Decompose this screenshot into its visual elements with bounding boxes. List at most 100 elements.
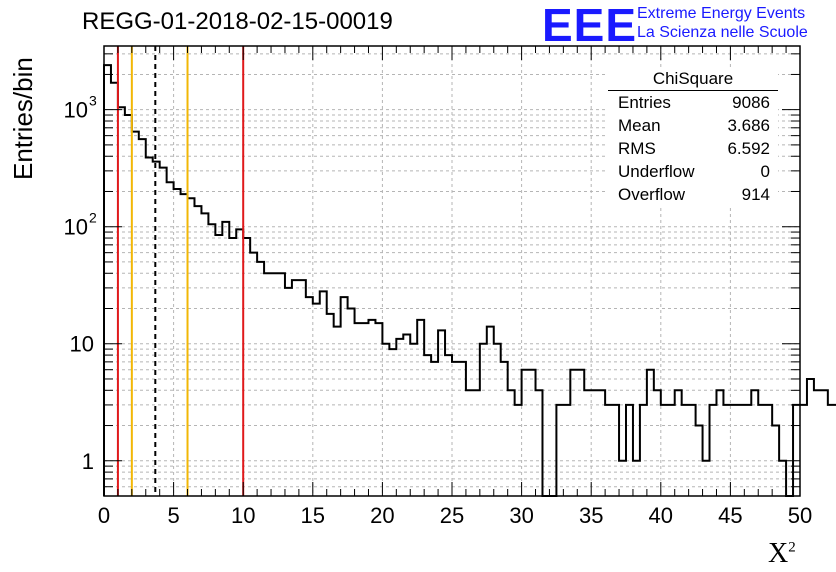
histogram-bin [577, 370, 584, 496]
stats-label: Underflow [618, 162, 695, 181]
stats-row-entries: Entries 9086 [608, 91, 778, 114]
histogram-bin [181, 194, 188, 496]
histogram-bin [800, 405, 807, 496]
histogram-bin [368, 320, 375, 496]
histogram-bin [570, 370, 577, 496]
histogram-bin [556, 405, 563, 496]
histogram-bin [167, 182, 174, 496]
stats-value: 3.686 [727, 116, 770, 135]
stats-title: ChiSquare [608, 68, 778, 91]
histogram-outline [103, 64, 836, 497]
x-tick-label: 40 [649, 503, 673, 528]
histogram-bin [647, 370, 654, 496]
histogram-bin [188, 198, 195, 496]
histogram-bin [529, 370, 536, 496]
vertical-marker-lines [116, 46, 245, 496]
x-tick-label: 25 [440, 503, 464, 528]
histogram-bin [682, 405, 689, 496]
histogram-bin [403, 334, 410, 496]
histogram-bin [348, 309, 355, 496]
histogram-bin [362, 323, 369, 496]
histogram-bin [598, 390, 605, 496]
histogram-bin [160, 168, 167, 496]
histogram-bin [758, 405, 765, 496]
histogram-bin [292, 280, 299, 496]
histogram-bin [814, 390, 821, 496]
stats-label: Entries [618, 93, 671, 112]
histogram-bin [271, 273, 278, 496]
stats-row-underflow: Underflow 0 [608, 160, 778, 183]
histogram-bin [689, 405, 696, 496]
histogram-bin [591, 390, 598, 496]
histogram-bin [125, 115, 132, 496]
histogram-bin [438, 330, 445, 496]
histogram-bin [723, 405, 730, 496]
histogram-bin [445, 355, 452, 496]
x-tick-label: 30 [509, 503, 533, 528]
histogram-bin [494, 344, 501, 496]
histogram-bars [103, 64, 836, 497]
histogram-bin [250, 253, 257, 496]
histogram-bin [264, 273, 271, 496]
histogram-bin [327, 314, 334, 496]
histogram-bin [431, 362, 438, 496]
x-axis-label-exponent: 2 [788, 539, 796, 556]
histogram-bin [661, 405, 668, 496]
stats-value: 914 [741, 185, 770, 204]
histogram-bin [626, 405, 633, 496]
histogram-bin [306, 297, 313, 496]
logo-tagline-1: Extreme Energy Events [637, 5, 806, 22]
x-tick-label: 15 [301, 503, 325, 528]
x-tick-label: 0 [98, 503, 110, 528]
histogram-bin [619, 461, 626, 496]
histogram-bin [584, 390, 591, 496]
y-tick-label: 10 [64, 98, 88, 123]
histogram-bin [389, 349, 396, 496]
histogram-bin [675, 390, 682, 496]
histogram-bin [696, 426, 703, 496]
x-tick-label: 45 [718, 503, 742, 528]
histogram-bin [828, 405, 835, 496]
histogram-bin [222, 222, 229, 496]
histogram-bin [236, 229, 243, 496]
histogram-bin [285, 288, 292, 496]
histogram-bin [508, 390, 515, 496]
y-tick-label: 10 [70, 332, 94, 357]
histogram-bin [424, 355, 431, 496]
histogram-bin [132, 132, 139, 496]
eee-logo: EEE [542, 0, 638, 51]
histogram-bin [466, 390, 473, 496]
histogram-bin [355, 323, 362, 496]
histogram-bin [215, 235, 222, 496]
histogram-bin [807, 379, 814, 496]
histogram-bin [229, 238, 236, 496]
histogram-bin [751, 390, 758, 496]
x-tick-label: 10 [231, 503, 255, 528]
histogram-bin [668, 405, 675, 496]
histogram-bin [703, 461, 710, 496]
histogram-bin [633, 461, 640, 496]
stats-label: Overflow [618, 185, 686, 204]
x-axis-label-base: X [768, 538, 789, 569]
histogram-bin [522, 370, 529, 496]
histogram-bin [243, 238, 250, 496]
histogram-bin [396, 339, 403, 496]
histogram-bin [459, 362, 466, 496]
histogram-bin [278, 273, 285, 496]
histogram-bin [208, 224, 215, 496]
histogram-bin [487, 327, 494, 496]
histogram-bin [375, 323, 382, 496]
histogram-bin [563, 405, 570, 496]
x-tick-label: 50 [788, 503, 812, 528]
histogram-bin [536, 390, 543, 496]
histogram-bin [515, 405, 522, 496]
histogram-bin [501, 362, 508, 496]
histogram-bin [730, 405, 737, 496]
x-tick-label: 5 [167, 503, 179, 528]
histogram-bin [320, 291, 327, 496]
histogram-bin [473, 390, 480, 496]
stats-label: Mean [618, 116, 661, 135]
stats-value: 6.592 [727, 139, 770, 158]
